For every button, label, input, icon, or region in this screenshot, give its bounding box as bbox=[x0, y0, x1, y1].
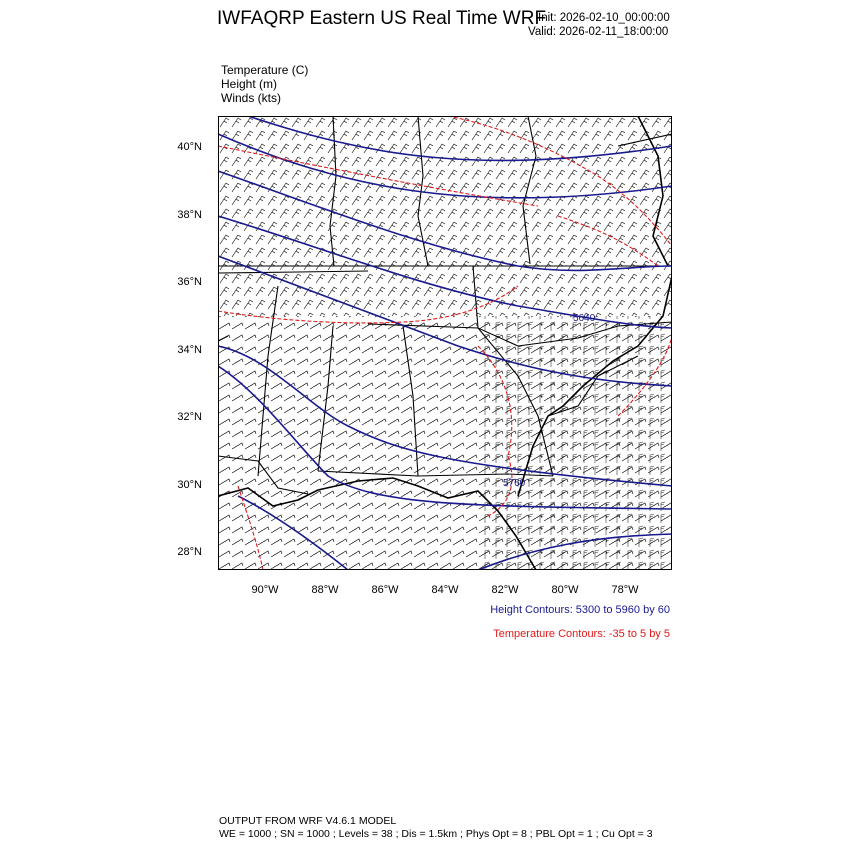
lat-tick-label: 32°N bbox=[177, 411, 202, 423]
lon-tick-label: 84°W bbox=[431, 584, 459, 596]
lat-tick-label: 40°N bbox=[177, 141, 202, 153]
model-info-line1: OUTPUT FROM WRF V4.6.1 MODEL bbox=[219, 815, 397, 827]
lon-tick-label: 78°W bbox=[611, 584, 639, 596]
plot-title: IWFAQRP Eastern US Real Time WRF bbox=[217, 8, 547, 29]
winds-field-label: Winds (kts) bbox=[221, 91, 281, 105]
lon-tick-label: 80°W bbox=[551, 584, 579, 596]
temperature-contour-legend: Temperature Contours: -35 to 5 by 5 bbox=[493, 628, 670, 640]
height-contour-label: 5760 bbox=[503, 478, 526, 489]
height-contours bbox=[218, 116, 672, 570]
model-info-line2: WE = 1000 ; SN = 1000 ; Levels = 38 ; Di… bbox=[219, 828, 653, 840]
height-contour-legend: Height Contours: 5300 to 5960 by 60 bbox=[490, 604, 670, 616]
map-border bbox=[218, 116, 672, 570]
temperature-field-label: Temperature (C) bbox=[221, 63, 309, 77]
valid-time: Valid: 2026-02-11_18:00:00 bbox=[528, 26, 669, 38]
lat-tick-label: 38°N bbox=[177, 209, 202, 221]
state-boundaries bbox=[218, 116, 672, 495]
weather-map: 5640 5760 bbox=[218, 116, 672, 570]
coastline bbox=[218, 116, 672, 570]
lon-tick-label: 90°W bbox=[251, 584, 279, 596]
init-time: Init: 2026-02-10_00:00:00 bbox=[538, 12, 670, 24]
height-field-label: Height (m) bbox=[221, 77, 278, 91]
lat-tick-label: 28°N bbox=[177, 546, 202, 558]
lon-tick-label: 88°W bbox=[311, 584, 339, 596]
lon-tick-label: 86°W bbox=[371, 584, 399, 596]
wind-barb-field-north bbox=[218, 116, 672, 316]
height-contour-label: 5640 bbox=[573, 313, 596, 324]
lat-tick-label: 36°N bbox=[177, 276, 202, 288]
lat-tick-label: 34°N bbox=[177, 344, 202, 356]
temperature-contours bbox=[218, 116, 672, 570]
lon-tick-label: 82°W bbox=[491, 584, 519, 596]
lat-tick-label: 30°N bbox=[177, 479, 202, 491]
wind-barb-field-coast bbox=[478, 316, 672, 570]
